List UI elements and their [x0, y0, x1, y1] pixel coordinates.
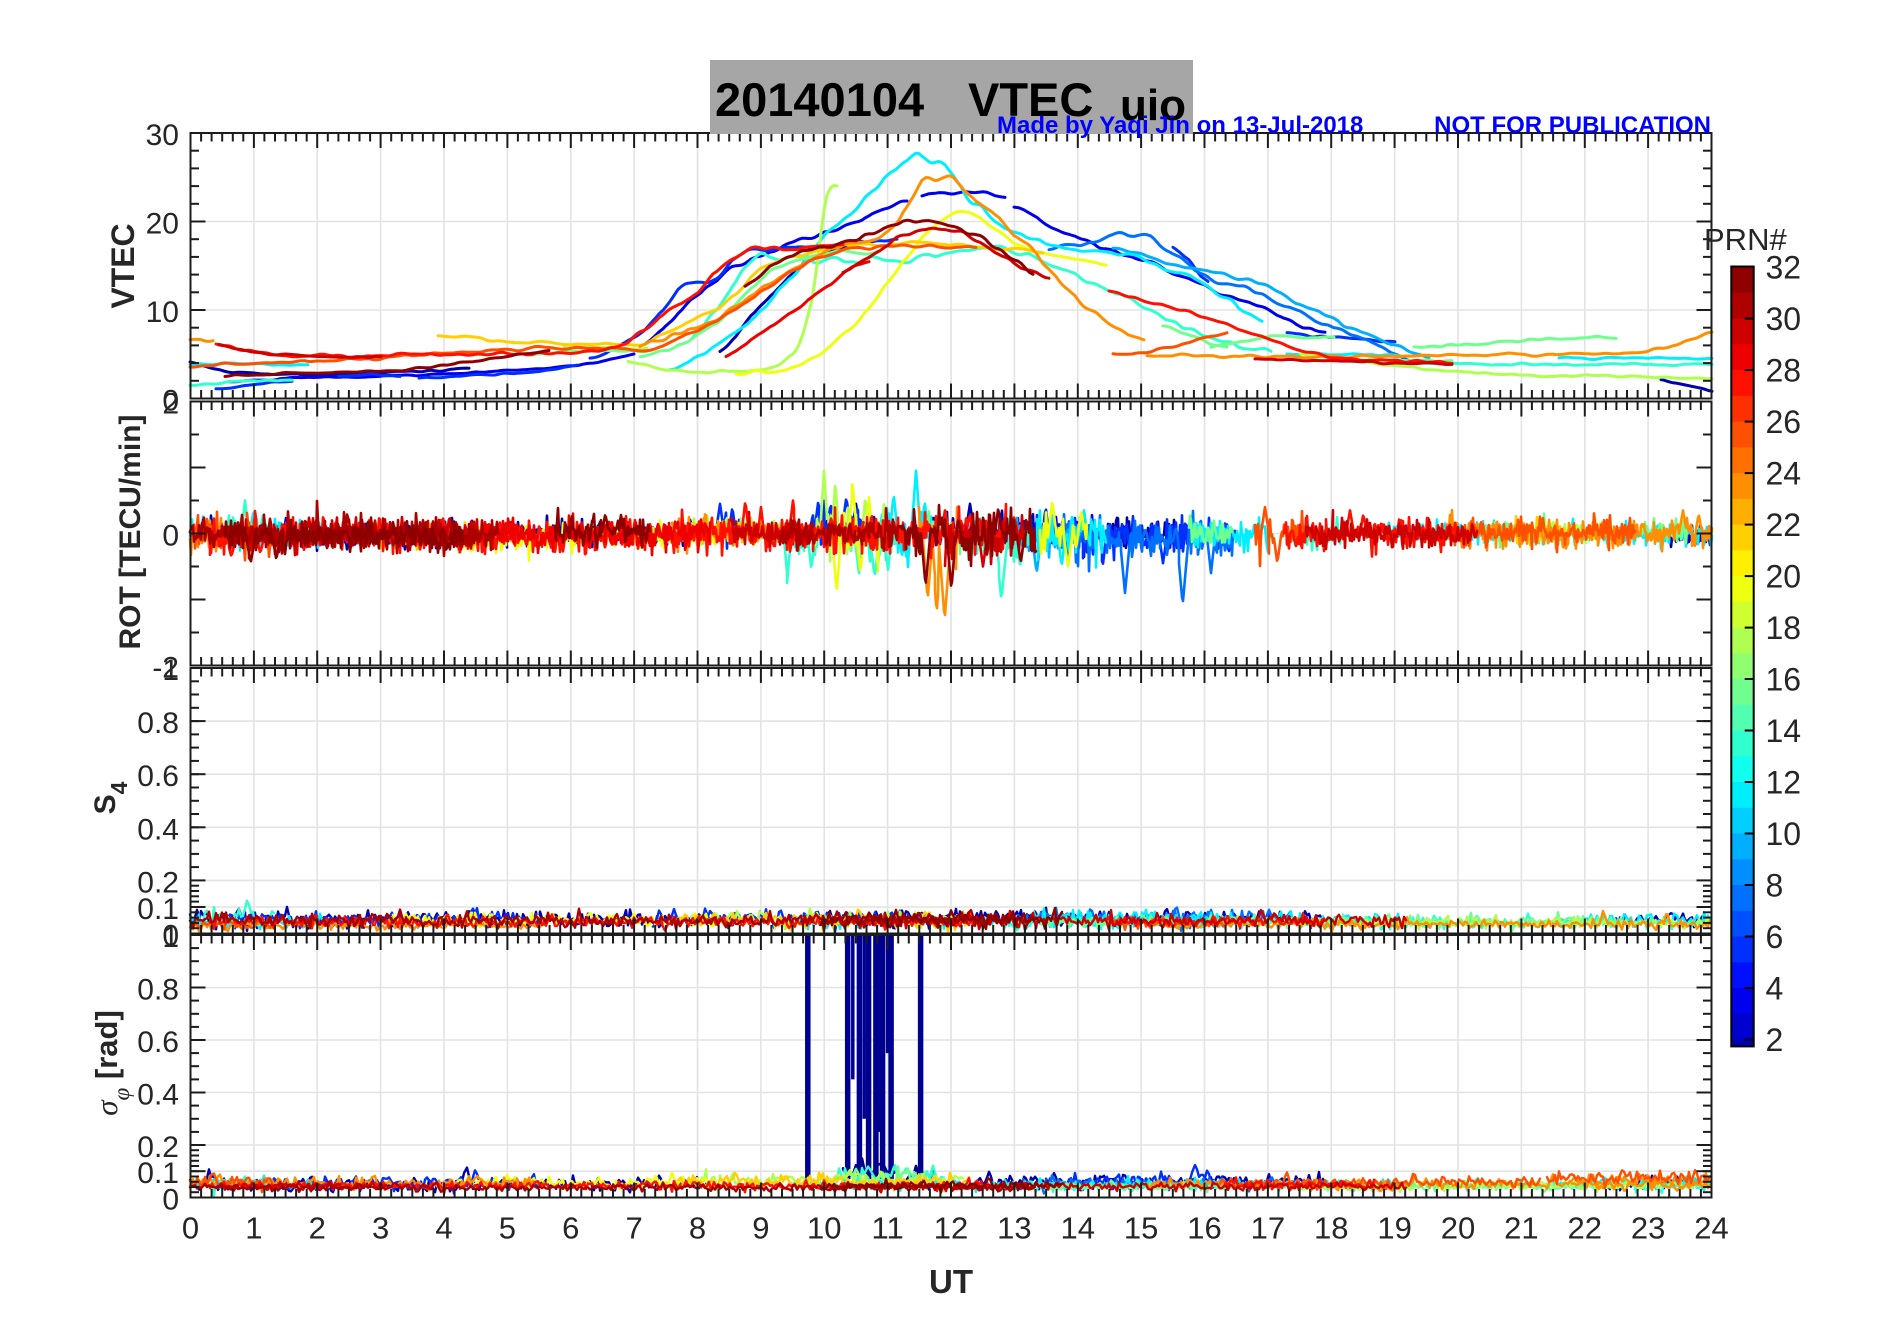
svg-text:0.1: 0.1 [137, 1157, 179, 1190]
svg-text:32: 32 [1766, 250, 1802, 286]
svg-text:16: 16 [1766, 662, 1802, 698]
svg-text:20140104: 20140104 [715, 73, 924, 126]
svg-text:22: 22 [1568, 1211, 1602, 1246]
svg-text:18: 18 [1766, 610, 1802, 646]
svg-text:PRN#: PRN# [1704, 222, 1787, 257]
svg-text:2: 2 [309, 1211, 326, 1246]
svg-text:11: 11 [872, 1211, 904, 1246]
svg-text:12: 12 [934, 1211, 968, 1246]
svg-text:21: 21 [1504, 1211, 1538, 1246]
svg-text:16: 16 [1187, 1211, 1221, 1246]
svg-text:28: 28 [1766, 353, 1802, 389]
svg-text:-2: -2 [152, 652, 179, 685]
svg-text:0: 0 [182, 1211, 199, 1246]
svg-text:8: 8 [689, 1211, 706, 1246]
svg-text:13: 13 [997, 1211, 1031, 1246]
svg-text:14: 14 [1061, 1211, 1095, 1246]
svg-text:NOT FOR PUBLICATION: NOT FOR PUBLICATION [1434, 112, 1711, 139]
svg-text:10: 10 [1766, 816, 1802, 852]
svg-text:0.2: 0.2 [137, 866, 179, 899]
svg-text:26: 26 [1766, 404, 1802, 440]
svg-text:24: 24 [1766, 456, 1802, 492]
svg-text:30: 30 [146, 119, 179, 152]
svg-text:VTEC: VTEC [105, 223, 141, 308]
svg-text:0: 0 [162, 520, 179, 553]
svg-text:UT: UT [929, 1263, 973, 1300]
svg-text:24: 24 [1694, 1211, 1728, 1246]
svg-text:0.4: 0.4 [137, 1079, 179, 1112]
svg-text:ROT [TECU/min]: ROT [TECU/min] [114, 415, 147, 650]
svg-text:0.2: 0.2 [137, 1131, 179, 1164]
svg-text:2: 2 [162, 388, 179, 421]
svg-text:17: 17 [1251, 1211, 1285, 1246]
svg-text:σφ [rad]: σφ [rad] [89, 1010, 134, 1116]
svg-text:10: 10 [146, 296, 179, 329]
svg-text:2: 2 [1766, 1022, 1784, 1058]
svg-text:0.6: 0.6 [137, 1026, 179, 1059]
svg-text:4: 4 [1766, 971, 1784, 1007]
svg-text:15: 15 [1124, 1211, 1158, 1246]
svg-text:S4: S4 [89, 781, 132, 814]
svg-text:19: 19 [1377, 1211, 1411, 1246]
svg-text:20: 20 [1441, 1211, 1475, 1246]
svg-text:0.4: 0.4 [137, 813, 179, 846]
svg-text:1: 1 [245, 1211, 262, 1246]
svg-text:8: 8 [1766, 868, 1784, 904]
svg-text:12: 12 [1766, 765, 1802, 801]
svg-text:VTEC: VTEC [968, 73, 1093, 126]
svg-text:6: 6 [1766, 919, 1784, 955]
svg-text:4: 4 [435, 1211, 452, 1246]
svg-text:Made by Yaqi Jin on 13-Jul-201: Made by Yaqi Jin on 13-Jul-2018 [997, 112, 1363, 139]
svg-text:9: 9 [752, 1211, 769, 1246]
svg-text:7: 7 [625, 1211, 642, 1246]
svg-text:3: 3 [372, 1211, 389, 1246]
svg-text:0.8: 0.8 [137, 707, 179, 740]
svg-text:20: 20 [146, 208, 179, 241]
svg-text:uio: uio [1120, 81, 1186, 130]
svg-text:22: 22 [1766, 507, 1802, 543]
svg-text:5: 5 [499, 1211, 516, 1246]
svg-text:0.1: 0.1 [137, 893, 179, 926]
svg-text:0: 0 [162, 385, 179, 418]
svg-text:0.6: 0.6 [137, 760, 179, 793]
svg-text:1: 1 [162, 654, 179, 687]
svg-text:1: 1 [162, 921, 179, 954]
svg-text:20: 20 [1766, 559, 1802, 595]
svg-text:10: 10 [807, 1211, 841, 1246]
svg-text:30: 30 [1766, 301, 1802, 337]
svg-text:0.8: 0.8 [137, 974, 179, 1007]
svg-text:23: 23 [1631, 1211, 1665, 1246]
svg-text:18: 18 [1314, 1211, 1348, 1246]
svg-text:6: 6 [562, 1211, 579, 1246]
svg-text:0: 0 [162, 920, 179, 953]
svg-text:0: 0 [162, 1184, 179, 1217]
svg-text:14: 14 [1766, 713, 1802, 749]
